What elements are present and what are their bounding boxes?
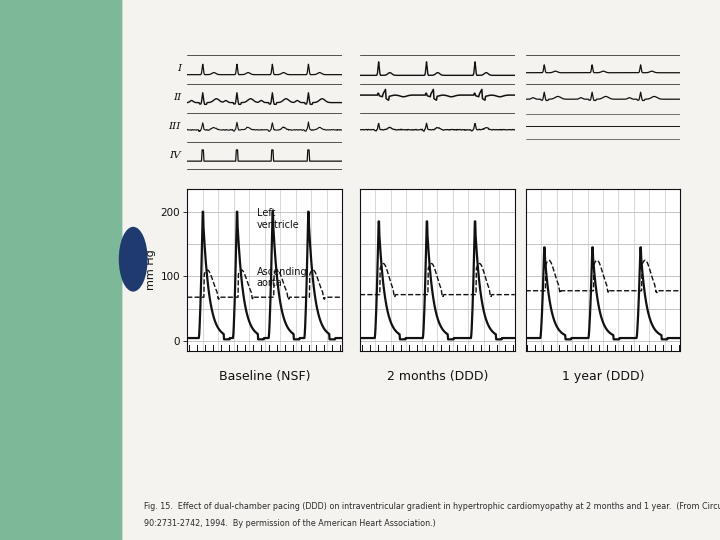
Y-axis label: mm Hg: mm Hg: [146, 249, 156, 291]
Text: IV: IV: [169, 151, 181, 160]
Text: Ascending
aorta: Ascending aorta: [257, 267, 307, 288]
Text: Baseline (NSF): Baseline (NSF): [219, 370, 310, 383]
Text: I: I: [177, 64, 181, 72]
Text: Left
ventricle: Left ventricle: [257, 208, 300, 230]
Text: 1 year (DDD): 1 year (DDD): [562, 370, 644, 383]
Text: III: III: [168, 122, 181, 131]
Text: II: II: [173, 93, 181, 102]
Text: Fig. 15.  Effect of dual-chamber pacing (DDD) on intraventricular gradient in hy: Fig. 15. Effect of dual-chamber pacing (…: [144, 502, 720, 511]
Text: 90:2731-2742, 1994.  By permission of the American Heart Association.): 90:2731-2742, 1994. By permission of the…: [144, 519, 436, 529]
Text: 2 months (DDD): 2 months (DDD): [387, 370, 488, 383]
